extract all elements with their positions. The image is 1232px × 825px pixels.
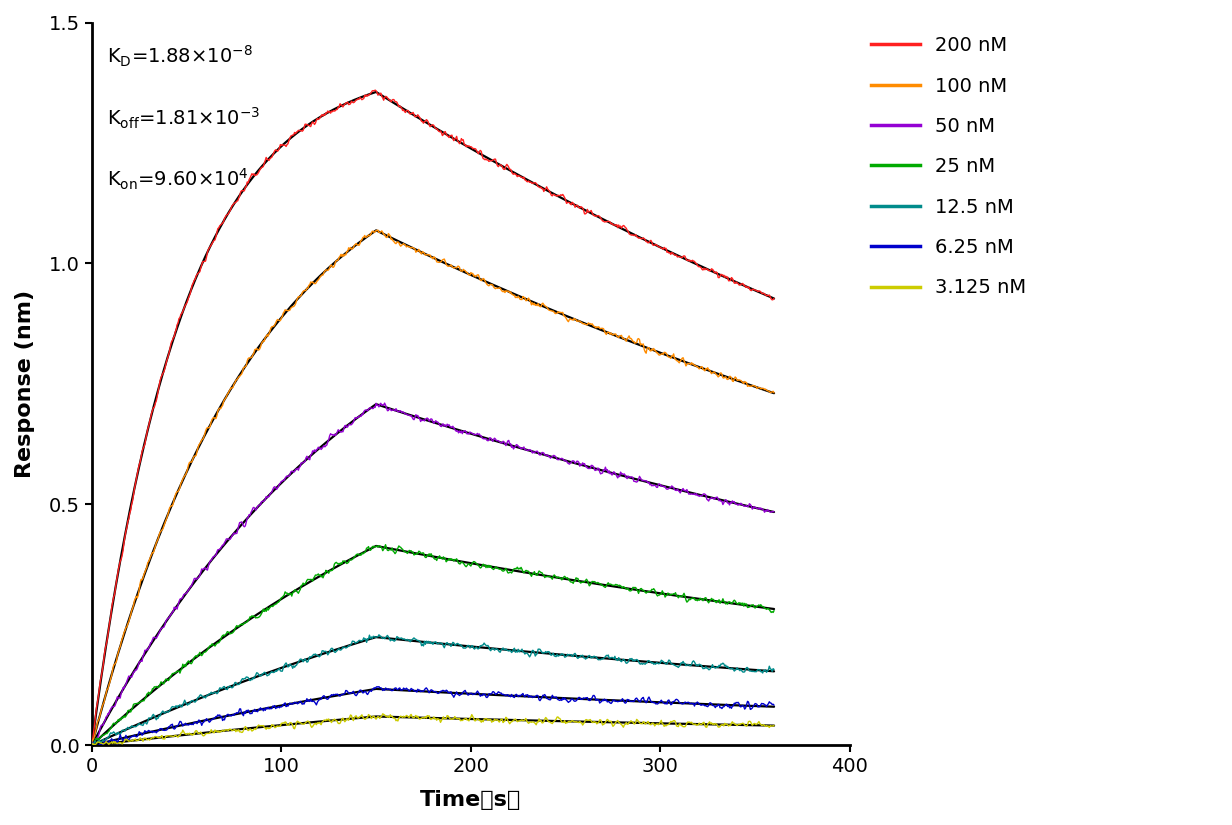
Text: K$_\mathrm{on}$=9.60×10$^{4}$: K$_\mathrm{on}$=9.60×10$^{4}$	[107, 167, 249, 192]
Text: K$_\mathrm{off}$=1.81×10$^{-3}$: K$_\mathrm{off}$=1.81×10$^{-3}$	[107, 106, 260, 131]
200 nM	[264, 153, 278, 163]
6.25 nM	[265, 704, 280, 714]
25 nM	[705, 595, 719, 605]
12.5 nM	[766, 665, 781, 675]
Line: 25 nM: 25 nM	[92, 544, 774, 747]
3.125 nM	[376, 709, 391, 719]
50 nM	[234, 517, 249, 527]
Line: 50 nM: 50 nM	[92, 403, 774, 746]
50 nM	[554, 454, 569, 464]
12.5 nM	[264, 667, 278, 677]
25 nM	[487, 563, 501, 573]
3.125 nM	[85, 739, 100, 749]
Line: 6.25 nM: 6.25 nM	[92, 686, 774, 747]
6.25 nM	[372, 681, 387, 691]
100 nM	[234, 370, 249, 380]
12.5 nM	[234, 675, 249, 685]
50 nM	[264, 488, 278, 497]
50 nM	[487, 433, 501, 443]
Line: 12.5 nM: 12.5 nM	[92, 634, 774, 748]
25 nM	[554, 575, 569, 585]
6.25 nM	[91, 742, 106, 752]
200 nM	[367, 85, 382, 95]
3.125 nM	[556, 718, 570, 728]
25 nM	[234, 619, 249, 629]
Line: 3.125 nM: 3.125 nM	[92, 714, 774, 745]
6.25 nM	[421, 688, 436, 698]
100 nM	[766, 388, 781, 398]
100 nM	[85, 739, 100, 749]
50 nM	[421, 414, 436, 424]
3.125 nM	[421, 711, 436, 721]
50 nM	[377, 398, 392, 408]
12.5 nM	[705, 660, 719, 670]
25 nM	[85, 742, 100, 752]
12.5 nM	[554, 648, 569, 658]
12.5 nM	[421, 636, 436, 646]
50 nM	[705, 493, 719, 503]
X-axis label: Time（s）: Time（s）	[420, 790, 521, 810]
3.125 nM	[706, 719, 721, 728]
3.125 nM	[86, 740, 101, 750]
100 nM	[554, 308, 569, 318]
200 nM	[421, 117, 436, 127]
6.25 nM	[235, 710, 250, 719]
200 nM	[705, 264, 719, 274]
50 nM	[766, 507, 781, 516]
3.125 nM	[488, 715, 503, 725]
25 nM	[378, 540, 393, 549]
100 nM	[421, 250, 436, 260]
6.25 nM	[488, 690, 503, 700]
200 nM	[554, 191, 569, 200]
6.25 nM	[766, 700, 781, 710]
100 nM	[487, 283, 501, 293]
100 nM	[371, 225, 386, 235]
25 nM	[264, 601, 278, 611]
3.125 nM	[235, 728, 250, 738]
100 nM	[705, 368, 719, 378]
50 nM	[85, 741, 100, 751]
6.25 nM	[556, 693, 570, 703]
12.5 nM	[487, 645, 501, 655]
Text: K$_\mathrm{D}$=1.88×10$^{-8}$: K$_\mathrm{D}$=1.88×10$^{-8}$	[107, 45, 253, 69]
3.125 nM	[265, 719, 280, 729]
Y-axis label: Response (nm): Response (nm)	[15, 290, 34, 478]
100 nM	[264, 323, 278, 332]
6.25 nM	[85, 738, 100, 748]
200 nM	[85, 740, 100, 750]
200 nM	[487, 154, 501, 164]
25 nM	[766, 606, 781, 615]
25 nM	[421, 550, 436, 560]
200 nM	[234, 186, 249, 196]
200 nM	[766, 294, 781, 304]
6.25 nM	[706, 700, 721, 710]
12.5 nM	[372, 629, 387, 639]
12.5 nM	[85, 743, 100, 753]
Line: 100 nM: 100 nM	[92, 230, 774, 744]
Legend: 200 nM, 100 nM, 50 nM, 25 nM, 12.5 nM, 6.25 nM, 3.125 nM: 200 nM, 100 nM, 50 nM, 25 nM, 12.5 nM, 6…	[867, 32, 1030, 301]
Line: 200 nM: 200 nM	[92, 90, 774, 745]
3.125 nM	[766, 720, 781, 730]
